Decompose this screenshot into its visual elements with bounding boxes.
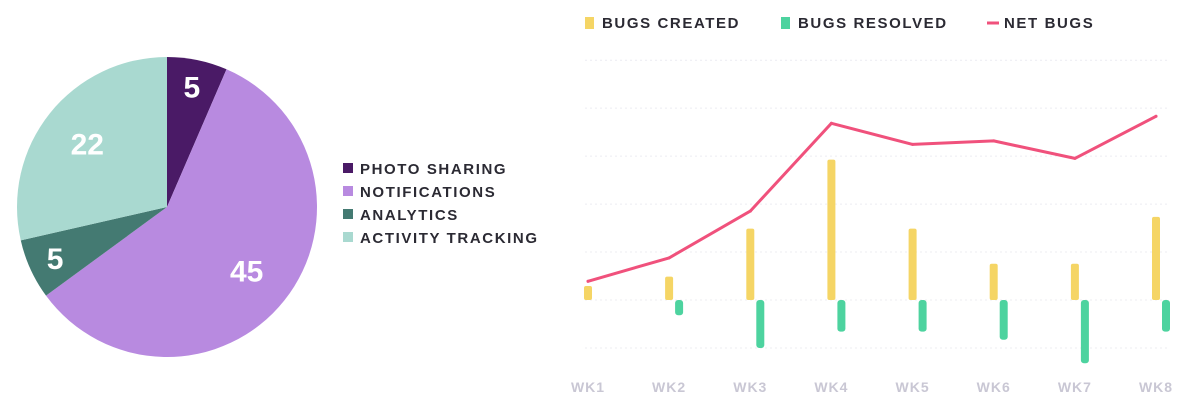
bar-created-wk5 bbox=[908, 228, 917, 300]
bar-created-wk8 bbox=[1152, 216, 1160, 300]
point-net-wk6 bbox=[992, 139, 996, 143]
bar-resolved-wk8 bbox=[1162, 300, 1170, 332]
pie-slice-label-photo-sharing: 5 bbox=[184, 72, 201, 105]
bar-created-wk3 bbox=[746, 228, 755, 300]
x-tick-wk8: WK8 bbox=[1139, 379, 1173, 395]
pie-slice-label-activity-tracking: 22 bbox=[71, 128, 104, 161]
x-tick-wk2: WK2 bbox=[652, 379, 686, 395]
bar-resolved-wk4 bbox=[837, 300, 846, 332]
bar-created-wk1 bbox=[584, 286, 592, 300]
point-net-wk8 bbox=[1154, 114, 1158, 118]
pie-slice-label-notifications: 45 bbox=[230, 256, 263, 289]
pie-slice-label-analytics: 5 bbox=[47, 243, 64, 276]
point-net-wk3 bbox=[748, 209, 752, 213]
legend-swatch-bugs-created bbox=[585, 17, 594, 29]
legend-swatch-analytics bbox=[343, 209, 353, 219]
legend-label-analytics: ANALYTICS bbox=[360, 207, 459, 224]
legend-label-bugs-created: BUGS CREATED bbox=[602, 15, 740, 32]
x-tick-wk5: WK5 bbox=[896, 379, 930, 395]
point-net-wk5 bbox=[911, 142, 915, 146]
bar-resolved-wk7 bbox=[1080, 300, 1089, 364]
line-net-bugs bbox=[586, 114, 1158, 283]
legend-swatch-bugs-resolved bbox=[781, 17, 790, 29]
point-net-wk7 bbox=[1073, 156, 1077, 160]
legend-label-net-bugs: NET BUGS bbox=[1004, 15, 1094, 32]
bar-created-wk4 bbox=[827, 159, 836, 300]
bar-created-wk2 bbox=[665, 276, 674, 300]
point-net-wk1 bbox=[586, 279, 590, 283]
x-tick-wk4: WK4 bbox=[814, 379, 848, 395]
legend-label-notifications: NOTIFICATIONS bbox=[360, 184, 496, 201]
x-tick-wk3: WK3 bbox=[733, 379, 767, 395]
x-tick-wk1: WK1 bbox=[571, 379, 605, 395]
bar-resolved-wk2 bbox=[675, 300, 684, 316]
legend-label-activity-tracking: ACTIVITY TRACKING bbox=[360, 230, 539, 247]
pie-slice-analytics bbox=[20, 207, 168, 296]
bar-created-wk7 bbox=[1070, 263, 1079, 300]
legend-swatch-notifications bbox=[343, 186, 353, 196]
point-net-wk4 bbox=[829, 121, 833, 125]
legend-label-bugs-resolved: BUGS RESOLVED bbox=[798, 15, 948, 32]
x-tick-wk7: WK7 bbox=[1058, 379, 1092, 395]
bar-resolved-wk3 bbox=[756, 300, 765, 348]
x-tick-wk6: WK6 bbox=[977, 379, 1011, 395]
bar-resolved-wk5 bbox=[918, 300, 927, 332]
bar-resolved-wk6 bbox=[999, 300, 1008, 340]
pie-slice-photo-sharing bbox=[167, 57, 227, 207]
bar-created-wk6 bbox=[989, 263, 998, 300]
pie-slice-activity-tracking bbox=[16, 57, 168, 241]
legend-swatch-activity-tracking bbox=[343, 232, 353, 242]
legend-label-photo-sharing: PHOTO SHARING bbox=[360, 161, 507, 178]
point-net-wk2 bbox=[667, 256, 671, 260]
legend-swatch-photo-sharing bbox=[343, 163, 353, 173]
pie-slice-notifications bbox=[46, 69, 318, 357]
